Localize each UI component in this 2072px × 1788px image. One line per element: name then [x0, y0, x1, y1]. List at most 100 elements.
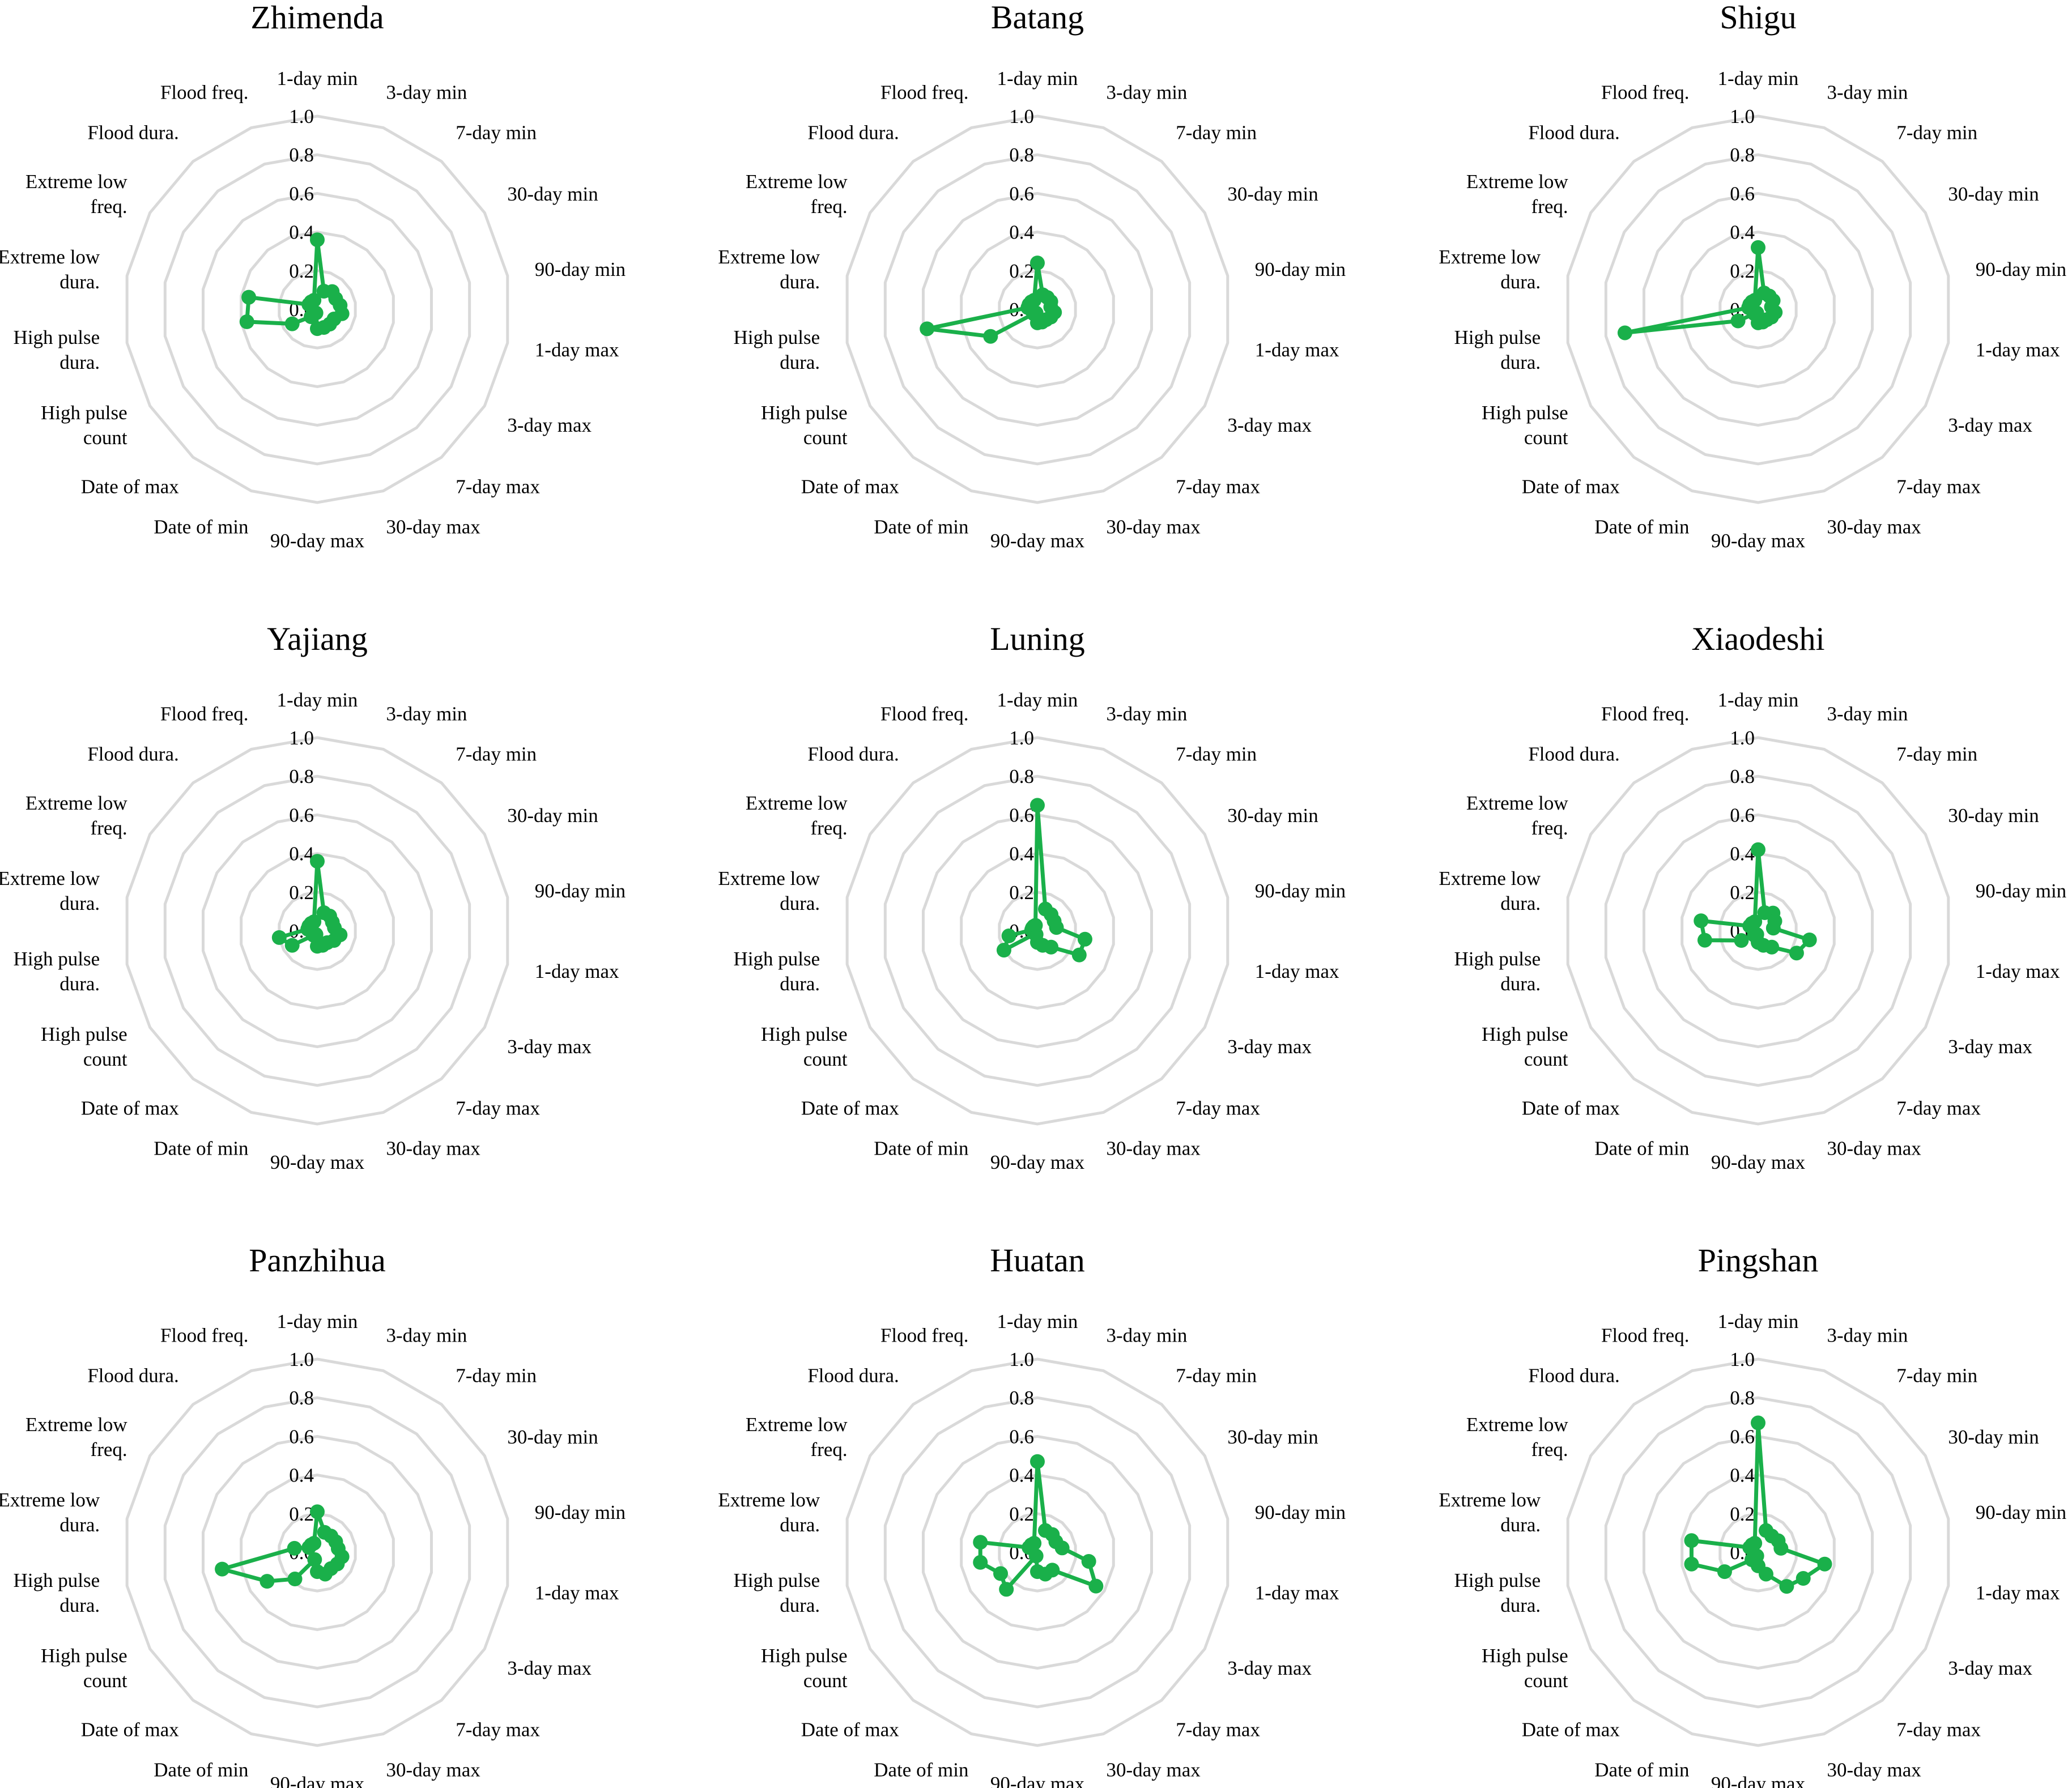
axis-label-line: High pulse	[41, 402, 127, 424]
axis-label-line: dura.	[1500, 892, 1541, 914]
data-point	[983, 329, 998, 344]
axis-label: High pulse count	[41, 1023, 127, 1070]
axis-label-line: 90-day max	[270, 1151, 365, 1173]
grid-ring	[1718, 269, 1798, 350]
grid-ring	[1680, 231, 1836, 388]
axis-label: 7-day min	[1896, 121, 1977, 143]
axis-label: Flood freq.	[880, 82, 969, 104]
axis-label: 3-day min	[1107, 82, 1188, 104]
grid-ring	[1718, 1512, 1798, 1593]
axis-label-line: freq.	[811, 1438, 848, 1461]
axis-label-line: Extreme low	[746, 1414, 848, 1436]
radial-tick-label: 0.4	[289, 222, 314, 244]
axis-label: 3-day max	[507, 414, 592, 436]
radial-tick-label: 0.2	[289, 260, 314, 282]
axis-label-line: freq.	[811, 817, 848, 839]
panel-title: Panzhihua	[249, 1242, 386, 1279]
axis-label: 7-day min	[1176, 743, 1257, 765]
axis-label-line: 7-day min	[1176, 1364, 1257, 1386]
axis-label-line: Flood freq.	[880, 82, 969, 104]
axis-label: 1-day min	[1718, 689, 1799, 711]
axis-label: Date of min	[1594, 1759, 1689, 1781]
axis-label-line: Date of min	[874, 516, 968, 538]
axis-label: Date of min	[874, 1759, 968, 1781]
axis-label: Flood dura.	[1528, 743, 1619, 765]
axis-label-line: count	[83, 1670, 127, 1692]
data-point	[1030, 256, 1045, 271]
radial-tick-label: 1.0	[289, 105, 314, 127]
axis-label: Flood freq.	[1601, 82, 1690, 104]
radial-tick-label: 0.8	[1730, 1387, 1755, 1409]
axis-label-line: 90-day max	[1711, 1151, 1806, 1173]
axis-label-line: count	[1524, 1048, 1568, 1070]
data-point	[259, 1574, 275, 1589]
grid-ring	[998, 1512, 1077, 1593]
radial-tick-label: 0.4	[1009, 222, 1034, 244]
axis-label: 30-day min	[507, 804, 598, 827]
radial-tick-label: 0.6	[1009, 1425, 1034, 1448]
axis-label: Date of max	[81, 1097, 179, 1119]
radial-tick-label: 0.8	[289, 144, 314, 166]
radial-tick-label: 0.6	[1009, 804, 1034, 826]
axis-label: 7-day max	[1896, 1719, 1981, 1741]
grid-ring	[163, 1396, 471, 1709]
axis-label-line: High pulse	[41, 1645, 127, 1667]
axis-label-line: Extreme low	[0, 1489, 100, 1511]
axis-label: 1-day min	[277, 1310, 358, 1333]
data-point	[1747, 1535, 1763, 1551]
axis-label: High pulse dura.	[14, 948, 100, 995]
radial-tick-label: 0.8	[1009, 144, 1034, 166]
axis-label: 30-day min	[1227, 183, 1318, 205]
axis-label-line: dura.	[1500, 271, 1541, 293]
data-point	[1817, 1556, 1832, 1572]
axis-label: Extreme low freq.	[1466, 792, 1569, 839]
axis-label-line: Date of max	[81, 476, 179, 498]
axis-label: Date of max	[801, 1097, 899, 1119]
data-point	[1030, 798, 1045, 813]
axis-label: High pulse dura.	[734, 326, 820, 373]
axis-label-line: Flood dura.	[87, 1364, 178, 1386]
axis-label: 3-day min	[386, 82, 467, 104]
data-point	[1796, 1571, 1811, 1586]
grid-ring	[960, 231, 1115, 388]
axis-label-line: Extreme low	[746, 171, 848, 193]
axis-label: 3-day min	[1827, 1325, 1908, 1347]
axis-label-line: 1-day max	[1976, 339, 2060, 361]
axis-label: Flood freq.	[160, 82, 249, 104]
grid-ring	[240, 1474, 395, 1631]
axis-label-line: 1-day min	[277, 1310, 358, 1333]
axis-label: 90-day max	[270, 1773, 365, 1788]
radial-tick-label: 0.2	[1009, 882, 1034, 904]
grid-ring	[240, 231, 395, 388]
grid-ring	[1643, 813, 1874, 1049]
axis-label-line: Date of min	[874, 1759, 968, 1781]
axis-label-line: freq.	[811, 195, 848, 218]
grid-ring	[883, 153, 1192, 466]
data-point	[215, 1561, 230, 1577]
data-point	[271, 930, 287, 945]
axis-label-line: Flood freq.	[160, 1325, 249, 1347]
axis-label-line: 3-day max	[1948, 1036, 2032, 1058]
axis-label-line: 1-day max	[1255, 960, 1339, 982]
grid-ring	[163, 774, 471, 1087]
axis-label: High pulse dura.	[734, 948, 820, 995]
radial-tick-label: 1.0	[289, 1348, 314, 1370]
grid-ring	[202, 813, 433, 1049]
axis-label-line: Extreme low	[25, 792, 128, 814]
axis-label-line: 1-day min	[277, 689, 358, 711]
axis-label: Extreme low dura.	[0, 246, 100, 293]
axis-label-line: freq.	[91, 195, 127, 218]
grid-ring	[125, 114, 509, 504]
radial-tick-label: 1.0	[1730, 727, 1755, 749]
axis-label-line: High pulse	[734, 948, 820, 970]
grid-ring	[883, 1396, 1192, 1709]
axis-label: Date of min	[874, 1137, 968, 1159]
axis-label-line: 30-day min	[1948, 1426, 2039, 1448]
axis-label-line: Extreme low	[718, 246, 820, 268]
axis-label-line: Flood dura.	[87, 121, 178, 143]
axis-label-line: 90-day min	[535, 258, 626, 280]
axis-label-line: 90-day min	[535, 880, 626, 902]
axis-label: 90-day max	[990, 530, 1085, 552]
